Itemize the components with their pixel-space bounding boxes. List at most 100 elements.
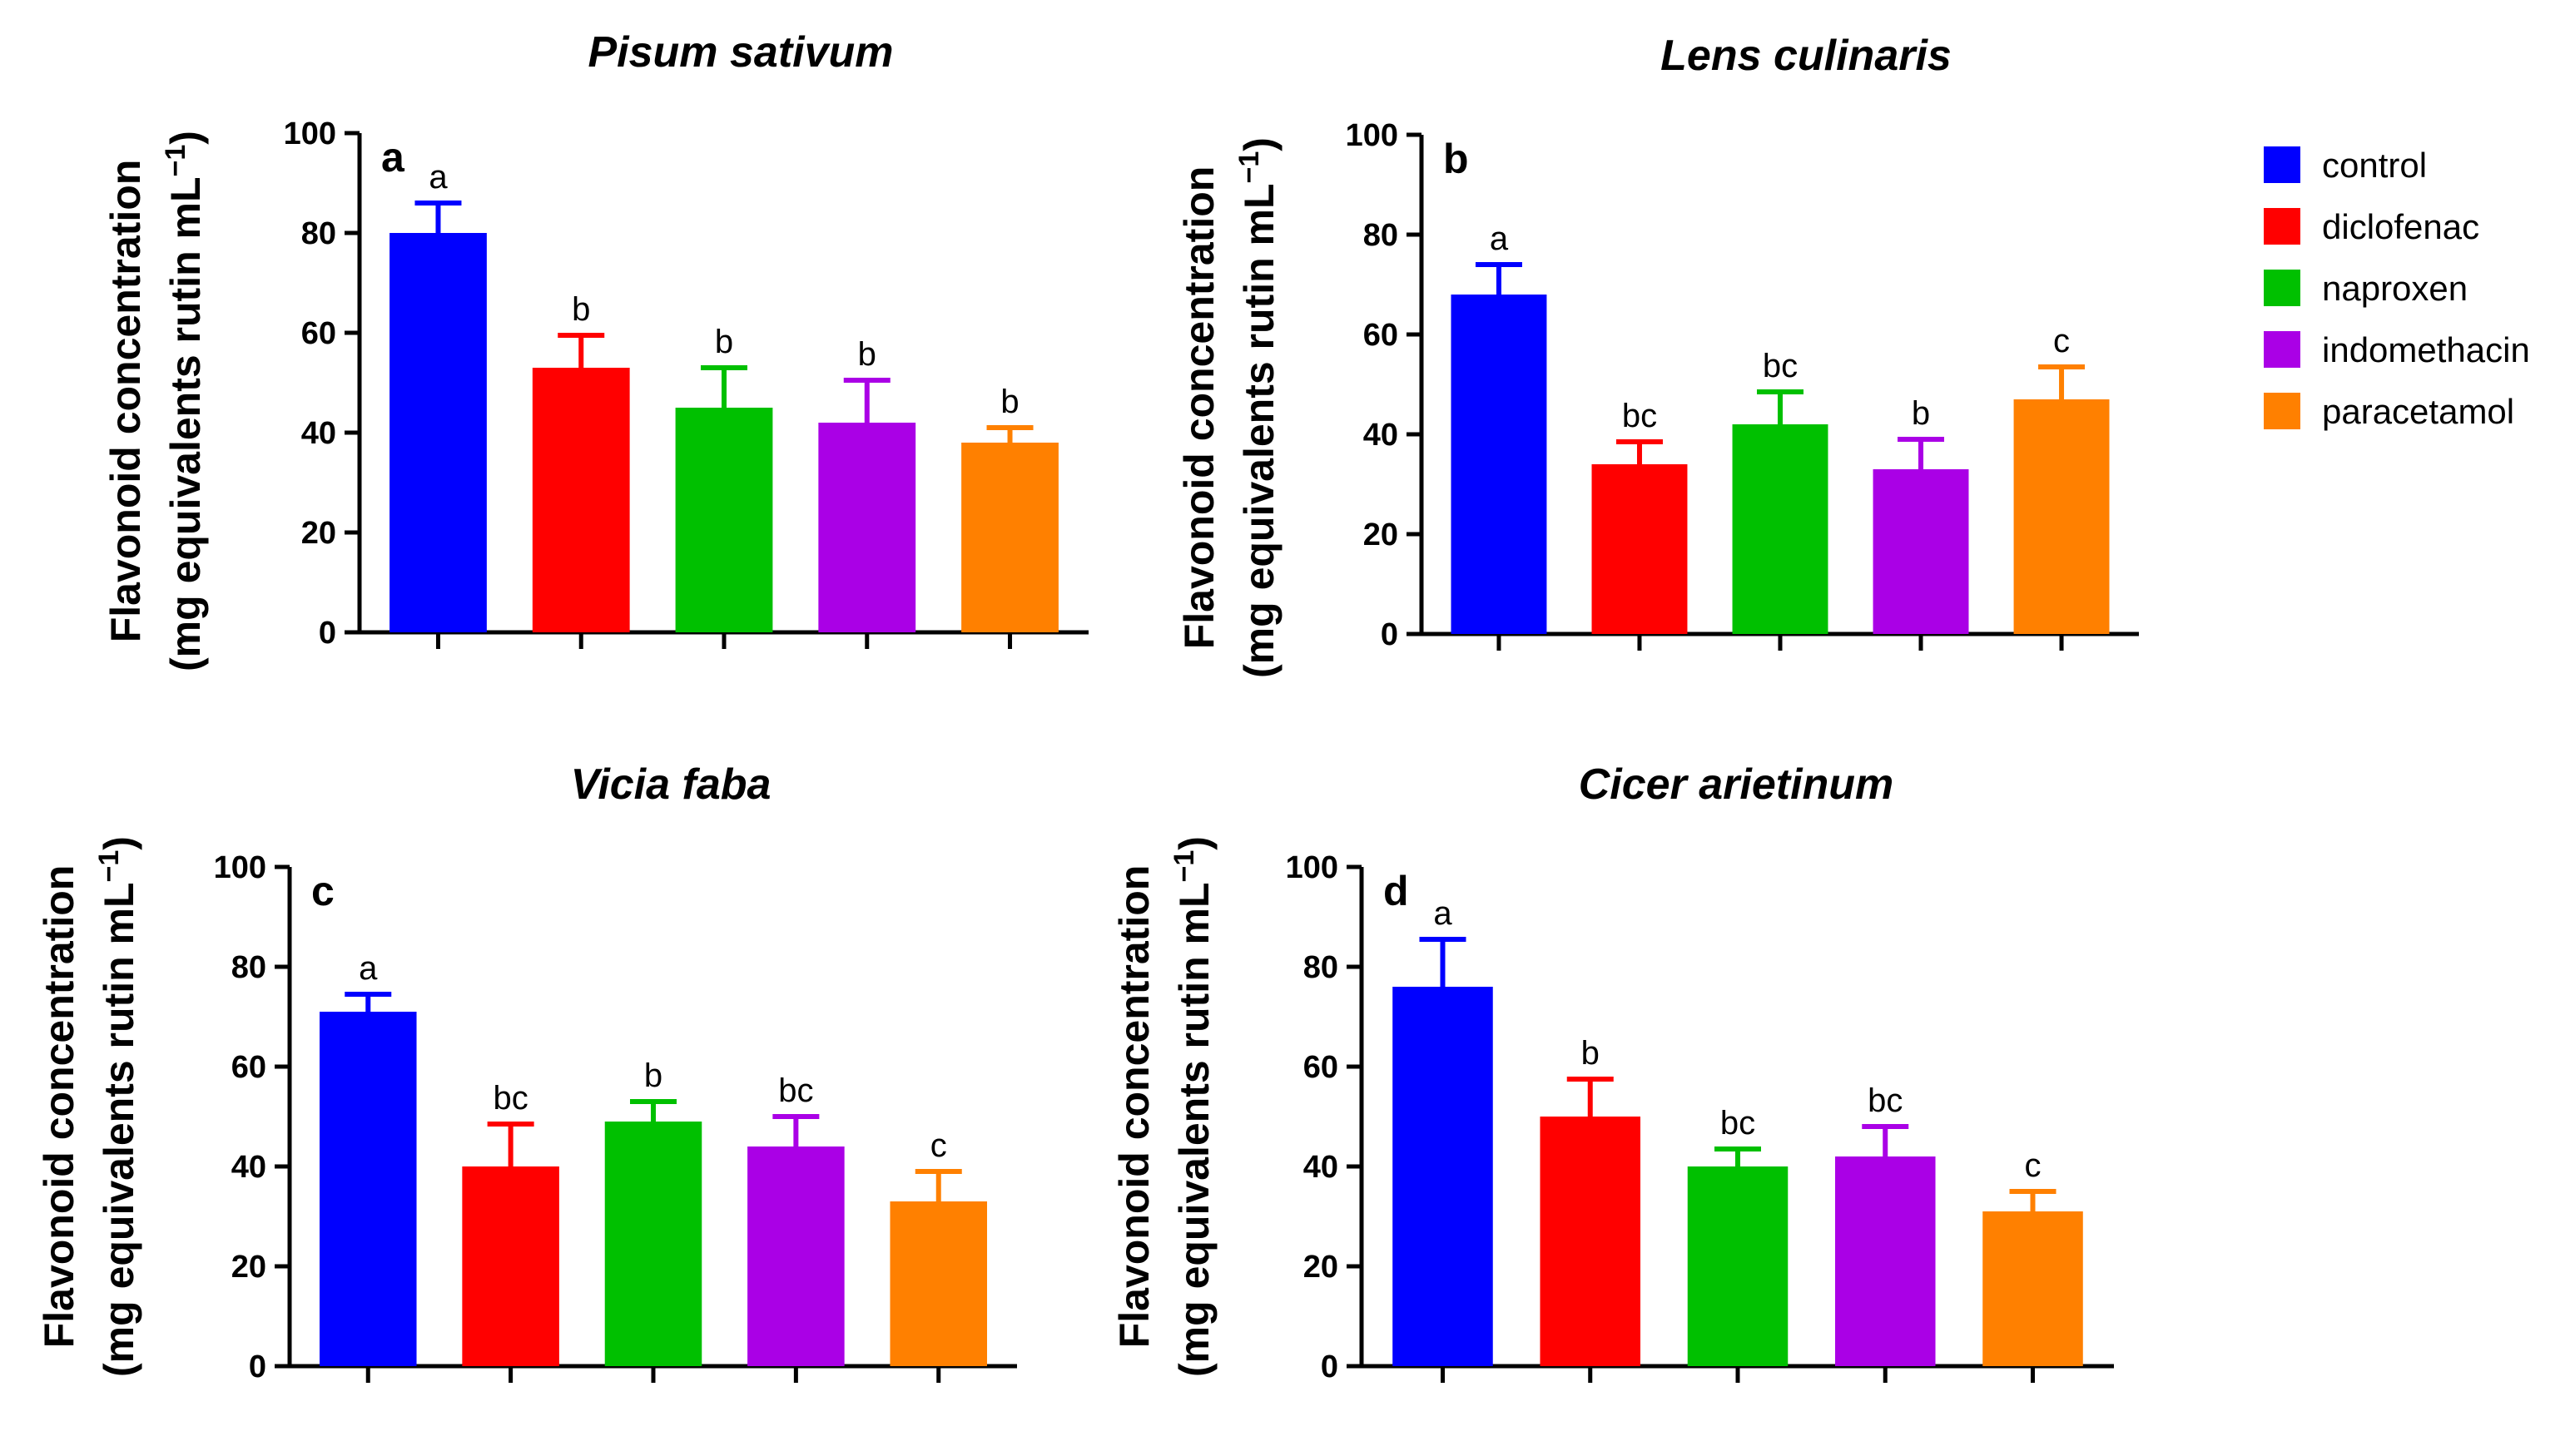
y-tick-label: 80 — [1363, 218, 1398, 253]
panel-letter: d — [1383, 868, 1409, 914]
y-tick-label: 40 — [231, 1150, 266, 1185]
bar-naproxen — [675, 408, 773, 632]
significance-label-paracetamol: c — [2025, 1147, 2042, 1184]
significance-label-diclofenac: bc — [1622, 398, 1657, 434]
bar-control — [1451, 295, 1547, 634]
significance-label-paracetamol: c — [2053, 323, 2070, 359]
bar-diclofenac — [1540, 1117, 1641, 1366]
significance-label-diclofenac: b — [572, 291, 590, 328]
y-axis-label-close: ) — [96, 836, 142, 850]
y-axis-label-line1: Flavonoid concentration — [1111, 865, 1158, 1349]
legend-swatch-indomethacin — [2264, 331, 2300, 368]
significance-label-naproxen: bc — [1720, 1105, 1755, 1142]
y-axis-label-main: (mg equivalents rutin mL — [96, 882, 142, 1377]
chart-title: Lens culinaris — [1660, 32, 1952, 80]
significance-label-diclofenac: bc — [494, 1080, 528, 1117]
significance-label-control: a — [429, 159, 448, 196]
y-tick-label: 100 — [1346, 118, 1398, 153]
bar-paracetamol — [890, 1201, 988, 1366]
significance-label-naproxen: b — [715, 324, 733, 360]
panel-letter: a — [381, 134, 405, 181]
y-tick-label: 60 — [301, 316, 336, 351]
significance-label-control: a — [1433, 895, 1452, 932]
bar-naproxen — [604, 1122, 702, 1366]
y-axis-label-exponent: −1 — [1168, 850, 1200, 883]
legend-swatch-paracetamol — [2264, 393, 2300, 429]
y-axis-label-line1: Flavonoid concentration — [102, 160, 149, 643]
bar-control — [1392, 987, 1493, 1366]
y-tick-label: 100 — [1286, 850, 1338, 885]
bar-paracetamol — [2013, 399, 2110, 634]
y-tick-label: 0 — [319, 616, 336, 651]
legend-label-indomethacin: indomethacin — [2322, 330, 2530, 369]
bar-diclofenac — [532, 368, 630, 632]
significance-label-diclofenac: b — [1581, 1035, 1600, 1072]
legend-swatch-control — [2264, 146, 2300, 183]
significance-label-indomethacin: b — [1912, 395, 1930, 432]
y-tick-label: 20 — [1363, 518, 1398, 552]
y-axis-label-main: (mg equivalents rutin mL — [1236, 183, 1283, 678]
bar-paracetamol — [961, 443, 1059, 632]
y-axis-label-line2: (mg equivalents rutin mL−1) — [1168, 836, 1218, 1377]
y-tick-label: 60 — [1303, 1050, 1338, 1085]
legend-swatch-diclofenac — [2264, 208, 2300, 245]
bar-control — [389, 233, 487, 632]
y-axis-label-line2: (mg equivalents rutin mL−1) — [93, 836, 142, 1377]
y-axis-label-line1: Flavonoid concentration — [36, 865, 82, 1349]
significance-label-naproxen: bc — [1763, 348, 1798, 384]
significance-label-control: a — [1490, 220, 1509, 257]
y-axis-label-exponent: −1 — [1233, 151, 1265, 184]
bar-indomethacin — [1873, 469, 1969, 634]
y-tick-label: 60 — [231, 1050, 266, 1085]
legend: control diclofenac naproxen indomethacin… — [2264, 146, 2530, 431]
bar-indomethacin — [747, 1146, 845, 1366]
y-axis-label-line2: (mg equivalents rutin mL−1) — [1233, 137, 1283, 678]
legend-swatch-naproxen — [2264, 270, 2300, 306]
y-tick-label: 60 — [1363, 318, 1398, 353]
y-tick-label: 0 — [1381, 617, 1398, 652]
legend-label-diclofenac: diclofenac — [2322, 207, 2479, 246]
bar-indomethacin — [1834, 1156, 1936, 1366]
bar-naproxen — [1732, 424, 1828, 634]
bar-paracetamol — [1982, 1211, 2083, 1366]
y-tick-label: 80 — [301, 216, 336, 251]
chart-title: Cicer arietinum — [1579, 760, 1894, 809]
y-tick-label: 40 — [301, 416, 336, 451]
bar-diclofenac — [1591, 464, 1688, 634]
significance-label-paracetamol: b — [1000, 384, 1019, 420]
y-tick-label: 20 — [231, 1250, 266, 1285]
y-axis-label-exponent: −1 — [93, 850, 125, 883]
y-tick-label: 20 — [301, 516, 336, 551]
panel-letter: c — [311, 868, 335, 914]
significance-label-naproxen: b — [644, 1057, 662, 1094]
y-axis-label-line2: (mg equivalents rutin mL−1) — [160, 131, 209, 671]
y-tick-label: 100 — [214, 850, 266, 885]
legend-label-control: control — [2322, 146, 2427, 185]
bar-diclofenac — [462, 1166, 559, 1366]
significance-label-indomethacin: bc — [778, 1072, 813, 1109]
bar-control — [319, 1012, 417, 1366]
y-tick-label: 40 — [1303, 1150, 1338, 1185]
y-tick-label: 0 — [249, 1350, 266, 1384]
y-axis-label-close: ) — [162, 131, 209, 145]
bar-indomethacin — [818, 423, 916, 632]
y-tick-label: 0 — [1321, 1350, 1338, 1384]
panel-letter: b — [1443, 136, 1469, 182]
legend-label-naproxen: naproxen — [2322, 269, 2468, 308]
y-tick-label: 80 — [1303, 950, 1338, 985]
chart-title: Pisum sativum — [588, 28, 893, 77]
y-axis-label-main: (mg equivalents rutin mL — [162, 176, 209, 671]
y-axis-label-main: (mg equivalents rutin mL — [1171, 882, 1218, 1377]
y-tick-label: 20 — [1303, 1250, 1338, 1285]
y-tick-label: 100 — [284, 116, 336, 151]
legend-label-paracetamol: paracetamol — [2322, 392, 2514, 431]
y-tick-label: 80 — [231, 950, 266, 985]
y-axis-label-exponent: −1 — [160, 145, 191, 177]
chart-title: Vicia faba — [571, 760, 771, 809]
significance-label-indomethacin: b — [858, 336, 876, 373]
